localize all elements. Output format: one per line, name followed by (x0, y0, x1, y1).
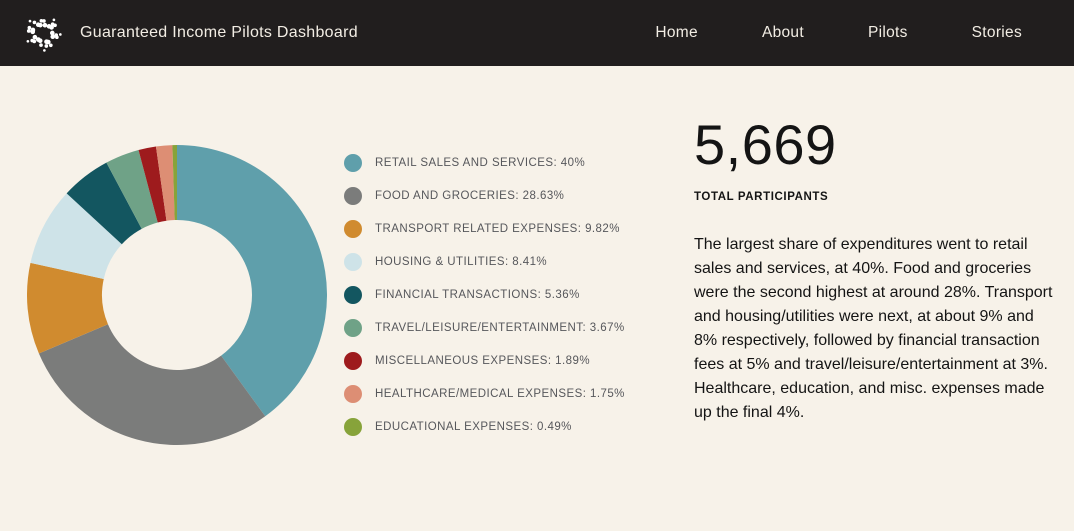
legend-item-miscellaneous-expenses: MISCELLANEOUS EXPENSES: 1.89% (344, 344, 625, 377)
legend-swatch-icon (344, 219, 362, 238)
donut-slice-miscellaneous-expenses[interactable] (138, 146, 167, 223)
donut-slice-travel-leisure-entertainment[interactable] (106, 150, 158, 229)
legend-item-educational-expenses: EDUCATIONAL EXPENSES: 0.49% (344, 410, 625, 443)
legend-item-healthcare-medical-expenses: HEALTHCARE/MEDICAL EXPENSES: 1.75% (344, 377, 625, 410)
nav-link-home[interactable]: Home (655, 24, 698, 41)
chart-legend: RETAIL SALES AND SERVICES: 40% FOOD AND G… (344, 146, 625, 443)
nav-link-stories[interactable]: Stories (971, 24, 1022, 41)
legend-label: RETAIL SALES AND SERVICES: 40% (375, 156, 586, 169)
legend-label: FINANCIAL TRANSACTIONS: 5.36% (375, 288, 580, 301)
legend-label: EDUCATIONAL EXPENSES: 0.49% (375, 420, 572, 433)
total-participants-value: 5,669 (694, 113, 837, 176)
nav-link-pilots[interactable]: Pilots (867, 24, 908, 41)
legend-swatch-icon (344, 252, 362, 271)
total-participants-label: TOTAL PARTICIPANTS (694, 190, 829, 203)
legend-swatch-icon (344, 384, 362, 403)
donut-slice-healthcare-medical-expenses[interactable] (155, 145, 175, 221)
legend-item-housing-utilities: HOUSING & UTILITIES: 8.41% (344, 245, 625, 278)
legend-swatch-icon (344, 153, 362, 172)
brand[interactable]: Guaranteed Income Pilots Dashboard (22, 12, 358, 54)
legend-item-transport-related-expenses: TRANSPORT RELATED EXPENSES: 9.82% (344, 212, 625, 245)
legend-swatch-icon (344, 351, 362, 370)
chart-description: The largest share of expenditures went t… (694, 235, 1053, 421)
nav-link-about[interactable]: About (761, 24, 804, 41)
legend-swatch-icon (344, 186, 362, 205)
legend-item-financial-transactions: FINANCIAL TRANSACTIONS: 5.36% (344, 278, 625, 311)
legend-label: HEALTHCARE/MEDICAL EXPENSES: 1.75% (375, 387, 625, 400)
header: Guaranteed Income Pilots Dashboard Home … (0, 0, 1074, 66)
donut-chart[interactable] (27, 145, 327, 445)
donut-slice-retail-sales-and-services[interactable] (177, 145, 327, 417)
donut-slice-financial-transactions[interactable] (66, 162, 142, 245)
legend-item-travel-leisure-entertainment: TRAVEL/LEISURE/ENTERTAINMENT: 3.67% (344, 311, 625, 344)
stats-panel: 5,669 TOTAL PARTICIPANTS The largest sha… (694, 113, 1056, 425)
legend-swatch-icon (344, 285, 362, 304)
legend-item-retail-sales-and-services: RETAIL SALES AND SERVICES: 40% (344, 146, 625, 179)
logo-icon (26, 18, 62, 52)
legend-swatch-icon (344, 417, 362, 436)
donut-slice-educational-expenses[interactable] (172, 145, 177, 221)
donut-slice-housing-utilities[interactable] (30, 193, 122, 279)
legend-label: TRANSPORT RELATED EXPENSES: 9.82% (375, 222, 620, 235)
legend-label: HOUSING & UTILITIES: 8.41% (375, 255, 548, 268)
site-title: Guaranteed Income Pilots Dashboard (80, 24, 358, 41)
donut-slice-food-and-groceries[interactable] (38, 324, 266, 445)
main-nav: Home About Pilots Stories (655, 24, 1022, 42)
legend-label: TRAVEL/LEISURE/ENTERTAINMENT: 3.67% (375, 321, 625, 334)
legend-item-food-and-groceries: FOOD AND GROCERIES: 28.63% (344, 179, 625, 212)
legend-label: FOOD AND GROCERIES: 28.63% (375, 189, 565, 202)
donut-slice-transport-related-expenses[interactable] (27, 262, 108, 354)
legend-label: MISCELLANEOUS EXPENSES: 1.89% (375, 354, 591, 367)
legend-swatch-icon (344, 318, 362, 337)
